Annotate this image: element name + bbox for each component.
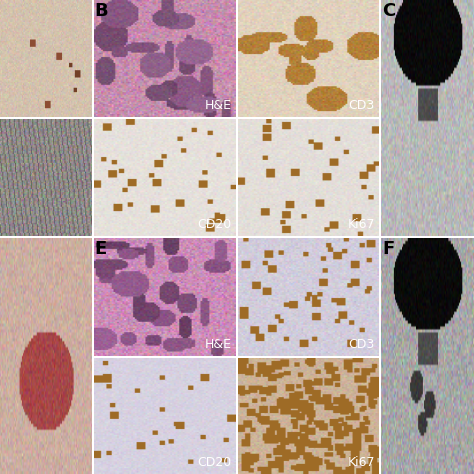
Text: Ki67: Ki67 <box>347 219 375 231</box>
Text: B: B <box>94 2 108 20</box>
Text: H&E: H&E <box>205 338 232 351</box>
Text: CD20: CD20 <box>198 219 232 231</box>
Text: Ki67: Ki67 <box>347 456 375 469</box>
Text: CD20: CD20 <box>198 456 232 469</box>
Text: C: C <box>382 2 395 20</box>
Text: H&E: H&E <box>205 100 232 112</box>
Text: CD3: CD3 <box>348 100 375 112</box>
Text: CD3: CD3 <box>348 338 375 351</box>
Text: F: F <box>382 240 394 258</box>
Text: E: E <box>94 240 106 258</box>
